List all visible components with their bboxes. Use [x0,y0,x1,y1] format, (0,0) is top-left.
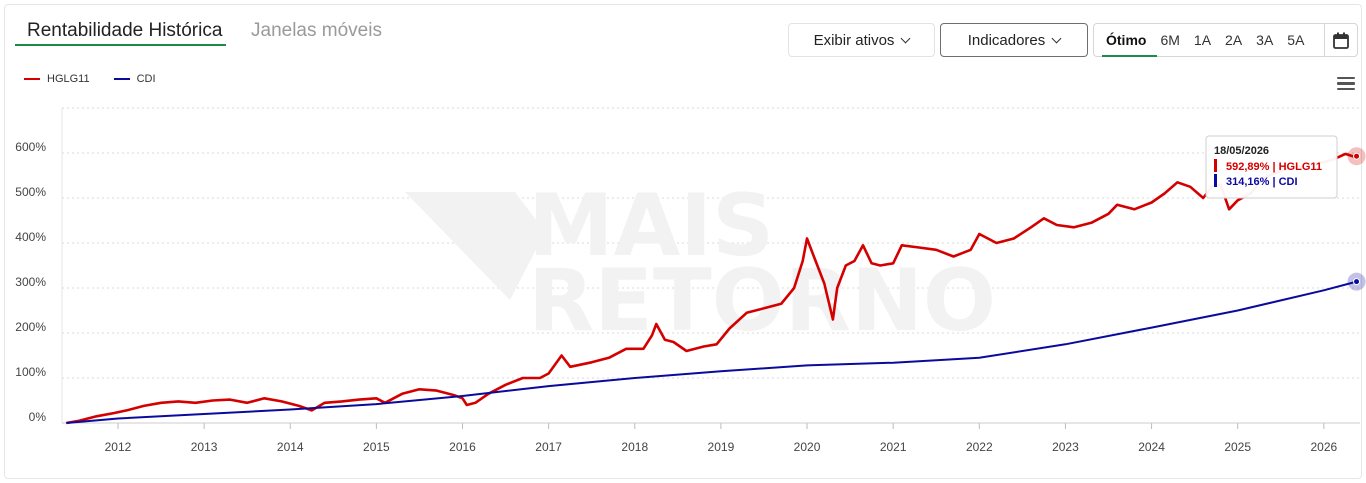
y-tick-label: 0% [29,410,47,424]
y-tick-label: 600% [15,140,46,154]
watermark: MAIS RETORNO [405,176,996,351]
x-axis-labels: 2012 2013 2014 2015 2016 2017 2018 2019 2020 2021… [105,423,1337,454]
x-tick-label: 2014 [277,440,304,454]
y-tick-label: 400% [15,230,46,244]
period-selector: Ótimo 6M 1A 2A 3A 5A [1093,23,1358,57]
indicators-dropdown[interactable]: Indicadores [940,23,1088,57]
chart-grid [61,107,1360,423]
x-tick-label: 2019 [708,440,735,454]
tooltip-marker-hglg11 [1214,159,1217,172]
y-tick-label: 200% [15,320,46,334]
period-1a[interactable]: 1A [1193,32,1212,48]
x-tick-label: 2021 [880,440,907,454]
tooltip-box [1205,135,1338,199]
x-tick-label: 2016 [449,440,476,454]
hamburger-menu-icon[interactable] [1337,77,1355,91]
x-tick-label: 2026 [1310,440,1337,454]
x-tick-label: 2012 [105,440,132,454]
period-3a[interactable]: 3A [1256,32,1274,48]
x-tick-label: 2020 [794,440,821,454]
tab-rentabilidade-historica[interactable]: Rentabilidade Histórica [27,20,223,41]
y-tick-label: 500% [15,185,46,199]
legend-item-hglg11[interactable]: HGLG11 [24,73,90,85]
active-tab-indicator [15,44,226,46]
tooltip-date: 18/05/2026 [1214,145,1269,157]
watermark-line-2: RETORNO [528,251,996,351]
legend-item-cdi[interactable]: CDI [113,73,156,85]
tooltip-marker-cdi [1214,174,1217,187]
legend-label-hglg11: HGLG11 [47,73,90,85]
chart-series [66,147,1366,425]
series-line-hglg11 [66,152,1357,425]
tooltip-line-cdi: 314,16% | CDI [1226,176,1298,188]
indicators-label: Indicadores [967,31,1046,49]
legend-swatch-hglg11 [24,78,40,80]
show-assets-label: Exibir ativos [813,31,895,49]
hover-point-hglg11[interactable] [1353,152,1361,160]
period-otimo[interactable]: Ótimo [1099,24,1158,57]
period-5a[interactable]: 5A [1287,32,1305,48]
series-line-cdi [66,280,1357,424]
watermark-line-1: MAIS [528,176,774,276]
tooltip-line-hglg11: 592,89% | HGLG11 [1226,161,1322,173]
y-tick-label: 300% [15,275,46,289]
x-tick-label: 2018 [621,440,648,454]
x-tick-label: 2022 [966,440,993,454]
x-tick-label: 2015 [363,440,390,454]
legend-swatch-cdi [113,78,130,80]
x-tick-label: 2023 [1052,440,1079,454]
watermark-logo-shape [405,192,545,300]
show-assets-dropdown[interactable]: Exibir ativos [788,23,935,57]
period-2a[interactable]: 2A [1225,32,1243,48]
tooltip: 18/05/2026 592,89% | HGLG11 314,16% | CD… [1205,135,1338,199]
y-tick-label: 100% [15,365,46,379]
legend-label-cdi: CDI [136,73,156,85]
hover-point-cdi[interactable] [1353,278,1361,286]
tab-janelas-moveis[interactable]: Janelas móveis [251,20,382,41]
calendar-icon[interactable] [1324,23,1356,57]
x-tick-label: 2025 [1224,440,1251,454]
y-axis-labels: 0% 100% 200% 300% 400% 500% 600% [15,140,46,424]
chart-legend: HGLG11 CDI [24,73,156,85]
x-tick-label: 2013 [191,440,218,454]
period-6m[interactable]: 6M [1160,32,1180,48]
x-tick-label: 2024 [1138,440,1165,454]
x-tick-label: 2017 [535,440,562,454]
